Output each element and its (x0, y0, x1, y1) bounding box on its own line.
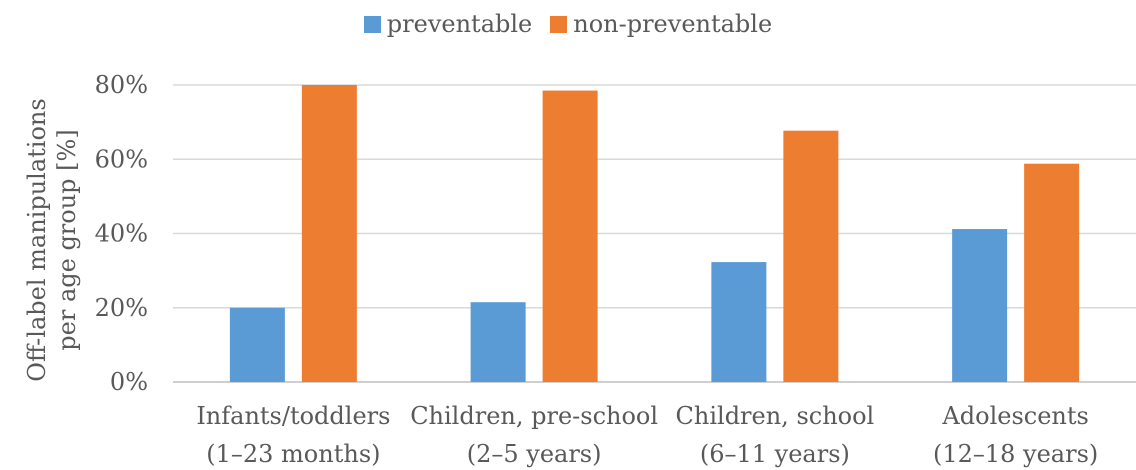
x-tick-label: Children, pre-school (410, 402, 658, 430)
legend-label-non-preventable: non-preventable (573, 10, 773, 38)
bar-non-preventable-2 (542, 90, 598, 382)
legend-swatch-preventable (363, 15, 381, 33)
y-tick-labels: 0% 20% 40% 60% 80% (95, 71, 148, 396)
y-tick-label: 20% (95, 294, 148, 322)
x-tick-label: Infants/toddlers (196, 402, 390, 430)
bar-preventable-1 (229, 307, 285, 382)
bar-preventable-3 (711, 262, 767, 382)
legend-swatch-non-preventable (550, 15, 568, 33)
x-tick-label: Children, school (676, 402, 875, 430)
x-tick-label: (12–18 years) (933, 440, 1098, 468)
y-tick-label: 0% (110, 368, 148, 396)
bar-non-preventable-1 (301, 85, 357, 382)
x-tick-label: (2–5 years) (467, 440, 602, 468)
bar-non-preventable-3 (783, 130, 839, 382)
bar-preventable-4 (952, 229, 1008, 382)
x-tick-labels: Infants/toddlers (1–23 months) Children, p… (196, 402, 1098, 468)
x-tick-label: (6–11 years) (700, 440, 850, 468)
legend-item-non-preventable: non-preventable (550, 10, 772, 38)
y-tick-label: 60% (95, 145, 148, 173)
y-tick-label: 40% (95, 220, 148, 248)
bar-preventable-2 (470, 302, 526, 382)
legend-item-preventable: preventable (363, 10, 533, 38)
y-tick-label: 80% (95, 71, 148, 99)
x-tick-label: (1–23 months) (206, 440, 380, 468)
legend-label-preventable: preventable (386, 10, 533, 38)
bar-non-preventable-4 (1024, 163, 1080, 382)
x-tick-label: Adolescents (941, 402, 1088, 430)
chart-legend: preventable non-preventable (0, 10, 1136, 38)
bars (229, 85, 1080, 382)
